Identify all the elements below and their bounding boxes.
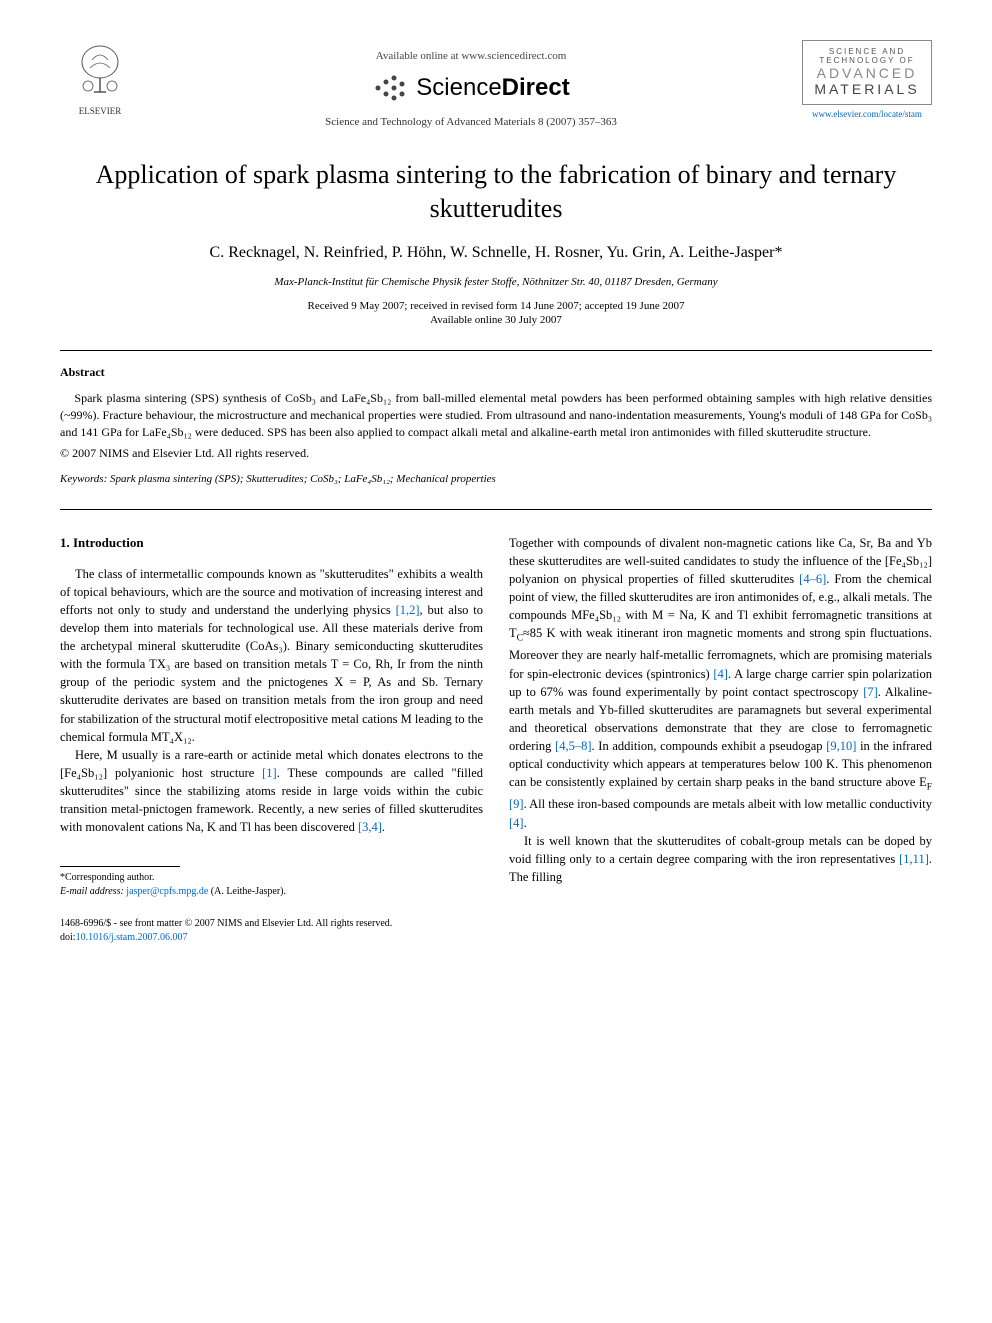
sub-ef: F bbox=[927, 783, 932, 793]
section-heading-intro: 1. Introduction bbox=[60, 534, 483, 553]
doi-value[interactable]: 10.1016/j.stam.2007.06.007 bbox=[76, 932, 188, 943]
elsevier-logo: ELSEVIER bbox=[60, 40, 140, 116]
corresponding-author: *Corresponding author. bbox=[60, 871, 483, 885]
intro-p2-c: . bbox=[382, 820, 385, 834]
dates-received: Received 9 May 2007; received in revised… bbox=[60, 300, 932, 312]
ref-link[interactable]: [4,5–8] bbox=[555, 739, 591, 753]
sciencedirect-dots-icon bbox=[372, 74, 408, 102]
keywords-label: Keywords: bbox=[60, 473, 107, 485]
email-address[interactable]: jasper@cpfs.mpg.de bbox=[126, 886, 208, 897]
bottom-meta: 1468-6996/$ - see front matter © 2007 NI… bbox=[60, 917, 932, 945]
ref-link[interactable]: [3,4] bbox=[358, 820, 382, 834]
sd-right: Direct bbox=[502, 74, 570, 101]
affiliation: Max-Planck-Institut für Chemische Physik… bbox=[60, 276, 932, 288]
available-online-text: Available online at www.sciencedirect.co… bbox=[140, 50, 802, 62]
ref-link[interactable]: [1] bbox=[262, 766, 277, 780]
c2p1-i: . All these iron-based compounds are met… bbox=[524, 797, 932, 811]
journal-logo-line2: ADVANCED bbox=[807, 65, 927, 81]
ref-link[interactable]: [1,11] bbox=[899, 852, 929, 866]
journal-reference: Science and Technology of Advanced Mater… bbox=[140, 116, 802, 128]
email-label: E-mail address: bbox=[60, 886, 124, 897]
body-columns: 1. Introduction The class of intermetall… bbox=[60, 534, 932, 900]
ref-link[interactable]: [9] bbox=[509, 797, 524, 811]
abstract-copyright: © 2007 NIMS and Elsevier Ltd. All rights… bbox=[60, 446, 932, 461]
c2p2-a: It is well known that the skutterudites … bbox=[509, 834, 932, 866]
c2p1-j: . bbox=[524, 816, 527, 830]
journal-logo-line3: MATERIALS bbox=[807, 81, 927, 97]
keywords-line: Keywords: Spark plasma sintering (SPS); … bbox=[60, 473, 932, 485]
abstract-body: Spark plasma sintering (SPS) synthesis o… bbox=[60, 390, 932, 442]
ref-link[interactable]: [7] bbox=[863, 685, 878, 699]
keywords-text: Spark plasma sintering (SPS); Skutterudi… bbox=[110, 473, 496, 485]
intro-p1-b: , but also to develop them into material… bbox=[60, 603, 483, 744]
intro-p1: The class of intermetallic compounds kno… bbox=[60, 565, 483, 746]
column-right: Together with compounds of divalent non-… bbox=[509, 534, 932, 900]
sd-left: Science bbox=[416, 74, 501, 101]
intro-p3: Together with compounds of divalent non-… bbox=[509, 534, 932, 832]
column-left: 1. Introduction The class of intermetall… bbox=[60, 534, 483, 900]
intro-p2: Here, M usually is a rare-earth or actin… bbox=[60, 746, 483, 837]
abstract-heading: Abstract bbox=[60, 365, 932, 380]
rule-bottom bbox=[60, 509, 932, 510]
rule-top bbox=[60, 350, 932, 351]
header-row: ELSEVIER Available online at www.science… bbox=[60, 40, 932, 128]
ref-link[interactable]: [4] bbox=[509, 816, 524, 830]
journal-logo-box: SCIENCE AND TECHNOLOGY OF ADVANCED MATER… bbox=[802, 40, 932, 105]
email-name: (A. Leithe-Jasper). bbox=[211, 886, 286, 897]
footnote-block: *Corresponding author. E-mail address: j… bbox=[60, 871, 483, 899]
doi-line: doi:10.1016/j.stam.2007.06.007 bbox=[60, 931, 932, 945]
article-title: Application of spark plasma sintering to… bbox=[60, 158, 932, 226]
journal-logo: SCIENCE AND TECHNOLOGY OF ADVANCED MATER… bbox=[802, 40, 932, 119]
authors-line: C. Recknagel, N. Reinfried, P. Höhn, W. … bbox=[60, 244, 932, 262]
ref-link[interactable]: [4] bbox=[713, 667, 728, 681]
elsevier-label: ELSEVIER bbox=[60, 106, 140, 116]
intro-p4: It is well known that the skutterudites … bbox=[509, 832, 932, 886]
c2p1-f: . In addition, compounds exhibit a pseud… bbox=[591, 739, 826, 753]
ref-link[interactable]: [1,2] bbox=[396, 603, 420, 617]
sciencedirect-wordmark: ScienceDirect bbox=[416, 74, 569, 102]
journal-logo-line1: SCIENCE AND TECHNOLOGY OF bbox=[807, 47, 927, 65]
dates-online: Available online 30 July 2007 bbox=[60, 314, 932, 326]
footnote-separator bbox=[60, 866, 180, 867]
journal-url[interactable]: www.elsevier.com/locate/stam bbox=[802, 109, 932, 119]
front-matter-line: 1468-6996/$ - see front matter © 2007 NI… bbox=[60, 917, 932, 931]
ref-link[interactable]: [9,10] bbox=[826, 739, 856, 753]
center-header: Available online at www.sciencedirect.co… bbox=[140, 40, 802, 128]
doi-label: doi: bbox=[60, 932, 76, 943]
email-line: E-mail address: jasper@cpfs.mpg.de (A. L… bbox=[60, 885, 483, 899]
sciencedirect-logo: ScienceDirect bbox=[140, 74, 802, 102]
ref-link[interactable]: [4–6] bbox=[799, 572, 826, 586]
elsevier-tree-icon bbox=[70, 40, 130, 100]
